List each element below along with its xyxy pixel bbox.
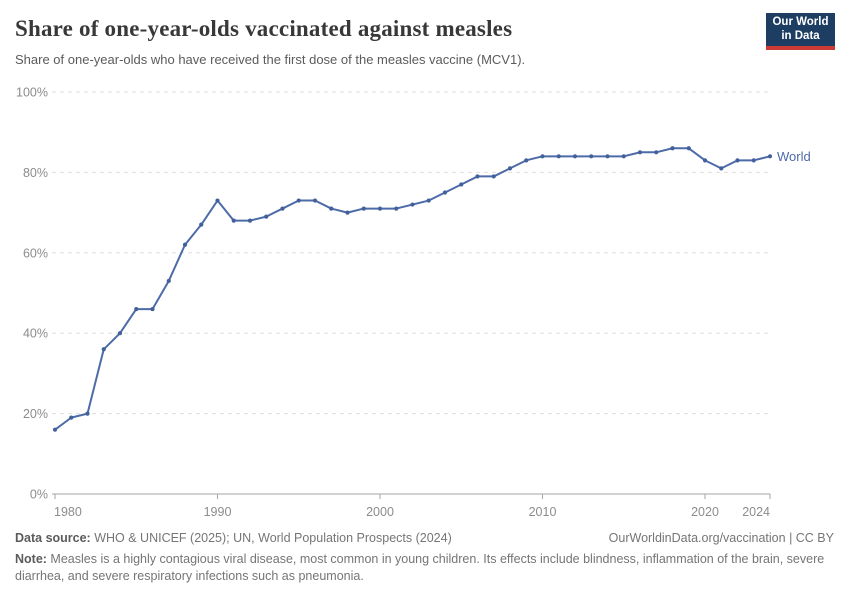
data-point — [442, 190, 448, 195]
data-point — [524, 158, 529, 163]
data-point — [475, 174, 480, 179]
data-point — [410, 202, 415, 207]
data-point — [361, 206, 366, 211]
data-point — [166, 278, 171, 284]
data-point — [345, 210, 350, 215]
data-point — [702, 158, 708, 163]
y-tick-label: 40% — [23, 327, 48, 341]
data-point — [459, 182, 464, 187]
data-point — [589, 154, 594, 159]
note-text: Measles is a highly contagious viral dis… — [15, 552, 825, 583]
data-source-label: Data source: — [15, 531, 91, 545]
x-tick-label: 2010 — [529, 505, 557, 519]
data-point — [654, 150, 659, 155]
y-tick-label: 100% — [16, 86, 48, 100]
data-point — [101, 347, 106, 352]
owid-logo-line2: in Data — [781, 29, 820, 42]
chart-footer: Data source: WHO & UNICEF (2025); UN, Wo… — [15, 530, 834, 585]
data-point — [69, 415, 74, 420]
data-point — [247, 218, 253, 223]
data-point — [134, 306, 139, 312]
data-point — [296, 198, 301, 203]
series-end-label: World — [777, 149, 811, 164]
data-point — [215, 198, 220, 203]
owid-license-link[interactable]: OurWorldinData.org/vaccination | CC BY — [608, 531, 834, 545]
data-point — [377, 206, 383, 211]
data-point — [719, 166, 724, 171]
note-line: Note: Measles is a highly contagious vir… — [15, 551, 834, 585]
note-label: Note: — [15, 552, 47, 566]
data-point — [52, 427, 58, 432]
data-point — [426, 198, 431, 203]
chart-subtitle: Share of one-year-olds who have received… — [15, 52, 526, 67]
data-source-text: WHO & UNICEF (2025); UN, World Populatio… — [90, 531, 452, 545]
data-point — [751, 158, 756, 163]
data-point — [735, 158, 740, 163]
x-tick-label: 1980 — [54, 505, 82, 519]
chart-header: Share of one-year-olds vaccinated agains… — [15, 14, 750, 68]
data-point — [199, 222, 204, 227]
y-tick-label: 20% — [23, 407, 48, 421]
data-point — [182, 242, 188, 247]
y-tick-label: 60% — [23, 246, 48, 260]
data-point — [540, 154, 545, 159]
data-point — [621, 154, 626, 159]
data-point — [117, 331, 123, 336]
data-point — [767, 154, 773, 159]
x-tick-label: 2020 — [691, 505, 719, 519]
y-tick-label: 0% — [30, 488, 48, 502]
page-title: Share of one-year-olds vaccinated agains… — [15, 16, 513, 41]
data-point — [394, 206, 399, 211]
data-point — [572, 154, 578, 159]
data-line-world — [54, 147, 771, 431]
data-point — [491, 174, 496, 179]
data-point — [686, 146, 691, 151]
data-point — [150, 306, 155, 312]
x-tick-label: 1990 — [204, 505, 232, 519]
data-point — [637, 150, 643, 155]
x-tick-label: 2000 — [366, 505, 394, 519]
data-point — [605, 154, 610, 159]
x-tick-label: 2024 — [742, 505, 770, 519]
data-point — [329, 206, 334, 211]
data-point — [507, 166, 513, 171]
data-point — [231, 218, 236, 223]
owid-logo: Our World in Data — [766, 13, 835, 50]
y-tick-label: 80% — [23, 166, 48, 180]
owid-logo-line1: Our World — [772, 16, 829, 28]
data-point — [312, 198, 318, 203]
data-source-line: Data source: WHO & UNICEF (2025); UN, Wo… — [15, 530, 452, 547]
data-point — [264, 214, 269, 219]
data-point — [670, 146, 675, 151]
data-point — [85, 411, 90, 416]
data-point — [280, 206, 285, 211]
data-point — [556, 154, 561, 159]
line-chart: 0% 20% 40% 60% 80% 100% 1980 1990 2000 2010 2020 20… — [16, 86, 811, 520]
